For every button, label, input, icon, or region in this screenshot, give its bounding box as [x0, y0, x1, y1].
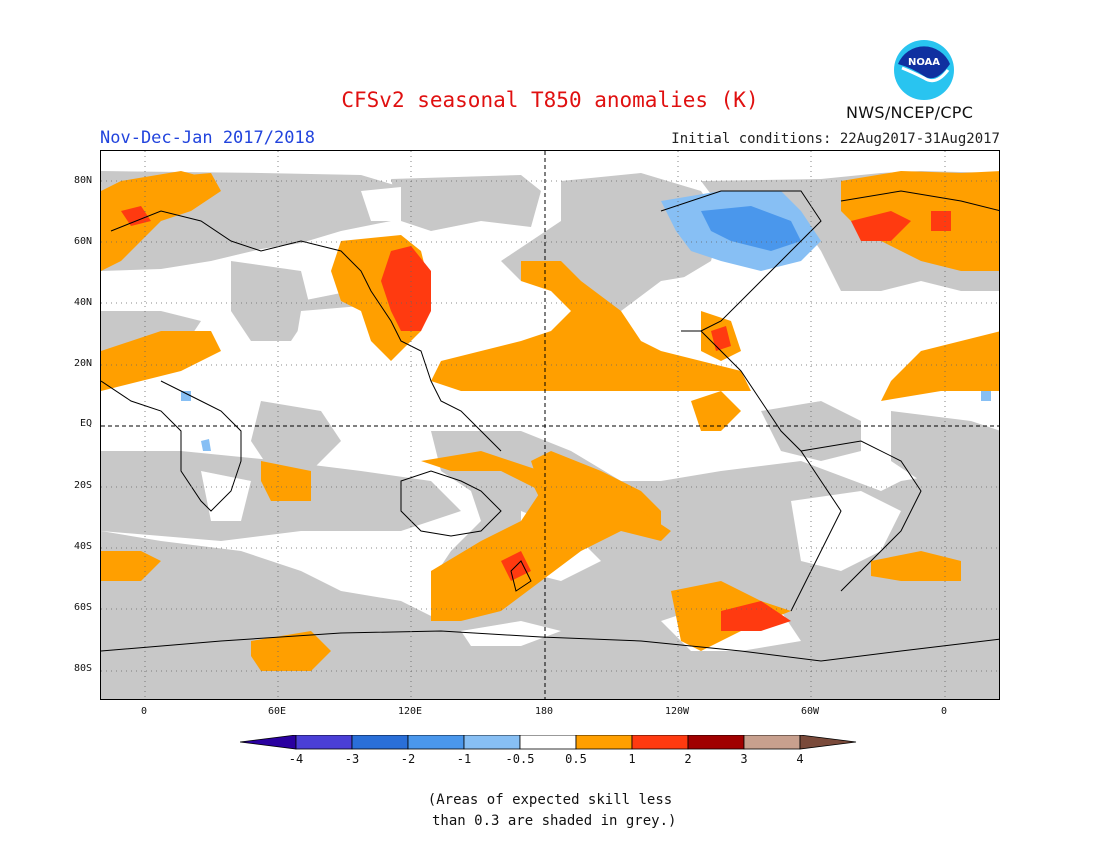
- colorbar-label: 3: [740, 752, 748, 766]
- lat-label: 20N: [73, 358, 92, 369]
- colorbar: [240, 735, 857, 750]
- organization-label: NWS/NCEP/CPC: [846, 103, 974, 122]
- colorbar-label: -1: [456, 752, 472, 766]
- skill-note: (Areas of expected skill less than 0.3 a…: [427, 792, 677, 829]
- colorbar-segment: [295, 735, 353, 750]
- chart-title: CFSv2 seasonal T850 anomalies (K): [341, 88, 759, 112]
- lon-label: 180: [534, 706, 554, 717]
- lat-label: 60N: [73, 236, 92, 247]
- blue-anomaly-areas: [181, 191, 991, 451]
- lat-label: EQ: [79, 418, 92, 429]
- colorbar-label: -3: [344, 752, 360, 766]
- lat-label: 60S: [73, 602, 92, 613]
- colorbar-segment: [743, 735, 801, 750]
- season-label: Nov-Dec-Jan 2017/2018: [100, 128, 315, 148]
- lon-label: 60W: [800, 706, 820, 717]
- lat-label: 80S: [73, 663, 92, 674]
- colorbar-label: -0.5: [505, 752, 535, 766]
- colorbar-segment: [240, 735, 297, 750]
- colorbar-label: -2: [400, 752, 416, 766]
- colorbar-label: 1: [628, 752, 636, 766]
- lon-label: 120E: [397, 706, 423, 717]
- red-anomaly-areas: [121, 206, 951, 631]
- coastlines: [101, 190, 999, 662]
- colorbar-label: 0.5: [565, 752, 587, 766]
- colorbar-label: 2: [684, 752, 692, 766]
- graticule: [101, 151, 999, 699]
- lon-label: 60E: [267, 706, 287, 717]
- lat-label: 20S: [73, 480, 92, 491]
- noaa-logo-text: NOAA: [908, 57, 940, 68]
- colorbar-label: -4: [288, 752, 304, 766]
- lat-label: 40N: [73, 297, 92, 308]
- colorbar-segment: [351, 735, 409, 750]
- initial-conditions-label: Initial conditions: 22Aug2017-31Aug2017: [671, 131, 1000, 147]
- lon-label: 0: [140, 706, 148, 717]
- lat-label: 40S: [73, 541, 92, 552]
- colorbar-segment: [631, 735, 689, 750]
- lon-label: 120W: [664, 706, 690, 717]
- colorbar-segment: [575, 735, 633, 750]
- colorbar-segment: [799, 735, 857, 750]
- noaa-logo: NOAA: [894, 40, 954, 100]
- colorbar-segment: [463, 735, 521, 750]
- anomaly-map: [100, 150, 1000, 700]
- lon-label: 0: [940, 706, 948, 717]
- colorbar-segment: [407, 735, 465, 750]
- colorbar-label: 4: [796, 752, 804, 766]
- low-skill-grey-areas: [101, 171, 999, 699]
- map-svg: [101, 151, 999, 699]
- orange-anomaly-areas: [101, 171, 999, 671]
- colorbar-segment: [519, 735, 577, 750]
- lat-label: 80N: [73, 175, 92, 186]
- colorbar-segment: [687, 735, 745, 750]
